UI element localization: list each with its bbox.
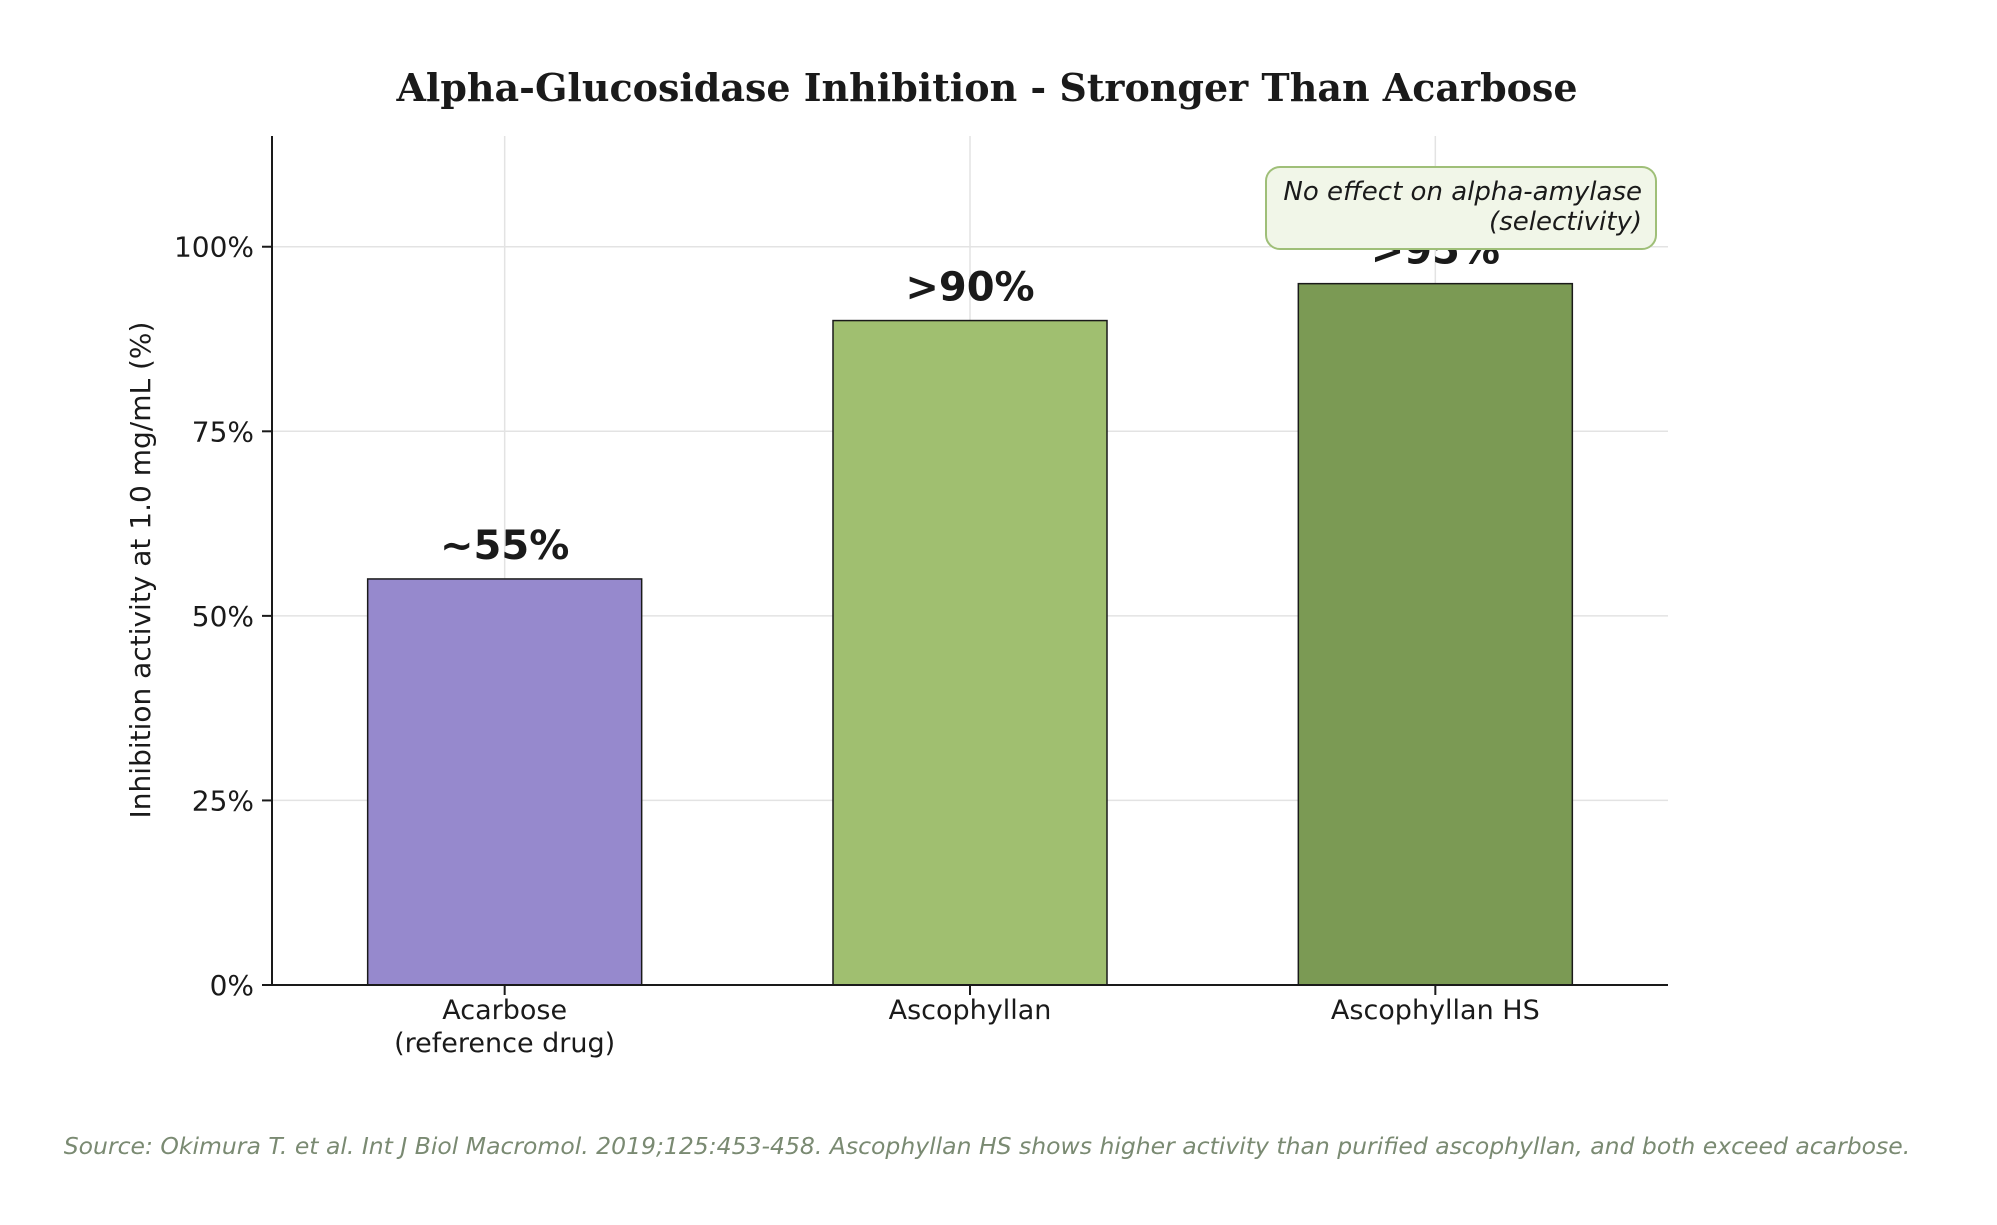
- data-label-1: >90%: [905, 265, 1034, 311]
- bar-0: [366, 578, 643, 986]
- y-tick-label-1: 25%: [192, 784, 254, 817]
- annotation-line-1: (selectivity): [1489, 207, 1642, 237]
- x-tick-label-0-line-0: Acarbose: [442, 995, 567, 1026]
- y-axis-label: Inhibition activity at 1.0 mg/mL (%): [124, 322, 157, 819]
- x-tick-label-2: Ascophyllan HS: [1331, 995, 1540, 1026]
- bar-1: [832, 319, 1108, 986]
- bar-2: [1297, 282, 1574, 986]
- chart-title: Alpha-Glucosidase Inhibition - Stronger …: [395, 65, 1577, 110]
- annotation-line-0: No effect on alpha-amylase: [1283, 177, 1642, 207]
- y-tick-label-2: 50%: [192, 600, 254, 633]
- x-tick-label-1: Ascophyllan: [889, 995, 1052, 1026]
- x-tick-labels: Acarbose(reference drug) Ascophyllan Ascop…: [394, 985, 1540, 1059]
- annotation-box: No effect on alpha-amylase(selectivity): [1265, 166, 1657, 250]
- source-note: Source: Okimura T. et al. Int J Biol Mac…: [64, 1132, 1910, 1160]
- y-tick-label-0: 0%: [210, 969, 254, 1002]
- y-tick-labels: 0% 25% 50% 75% 100%: [174, 231, 272, 1002]
- bars: [366, 282, 1574, 986]
- annotation-box-frame: [1265, 166, 1657, 250]
- y-tick-label-3: 75%: [192, 415, 254, 448]
- y-tick-label-4: 100%: [174, 231, 254, 264]
- data-label-0: ~55%: [440, 523, 569, 569]
- x-tick-label-0-line-1: (reference drug): [394, 1028, 615, 1059]
